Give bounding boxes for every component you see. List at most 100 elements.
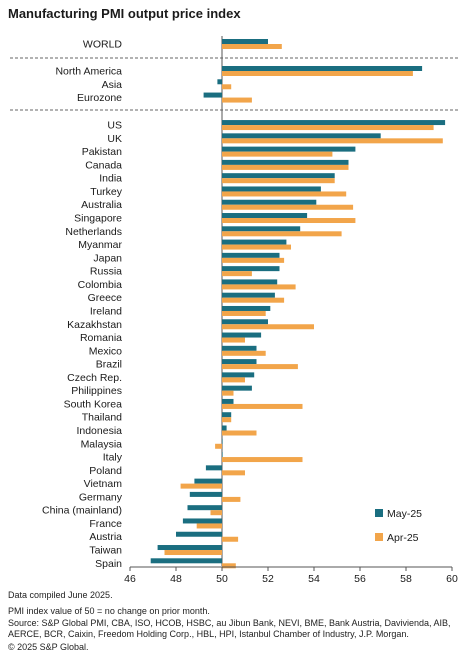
legend-swatch-0	[375, 509, 383, 517]
bar-apr-21	[222, 350, 266, 356]
category-label-37: Spain	[95, 558, 122, 570]
bar-may-22	[222, 359, 257, 365]
bar-apr-13	[222, 244, 291, 250]
category-label-22: Brazil	[96, 359, 122, 371]
bar-may-20	[222, 332, 262, 338]
bar-apr-33	[210, 510, 222, 516]
category-label-28: Malaysia	[81, 438, 123, 450]
bar-apr-9	[222, 191, 347, 197]
category-label-17: Greece	[88, 292, 123, 304]
category-label-29: Italy	[103, 452, 123, 464]
bar-apr-14	[222, 257, 285, 263]
footer-compiled: Data compiled June 2025.	[8, 590, 113, 600]
bar-apr-7	[222, 164, 349, 170]
category-label-15: Russia	[90, 266, 122, 278]
legend-swatch-1	[375, 533, 383, 541]
x-tick-label-3: 52	[262, 573, 274, 585]
bar-apr-1	[222, 71, 413, 76]
category-label-21: Mexico	[89, 345, 122, 357]
bar-may-12	[222, 226, 301, 232]
bar-may-2	[217, 79, 222, 85]
bar-may-34	[182, 518, 222, 524]
category-label-26: Thailand	[82, 412, 122, 424]
category-label-24: Philippines	[71, 385, 122, 397]
x-tick-label-6: 58	[400, 573, 412, 585]
bar-may-25	[222, 398, 234, 404]
bar-may-30	[205, 465, 222, 471]
bar-may-36	[157, 545, 222, 551]
bar-apr-11	[222, 218, 356, 224]
x-tick-label-4: 54	[308, 573, 320, 585]
bar-apr-20	[222, 337, 245, 343]
x-tick-label-1: 48	[170, 573, 182, 585]
category-label-20: Romania	[80, 332, 122, 344]
bar-may-0	[222, 39, 268, 44]
bar-may-33	[187, 505, 222, 511]
bar-may-10	[222, 199, 317, 205]
bar-apr-22	[222, 364, 298, 370]
category-label-25: South Korea	[64, 398, 123, 410]
x-tick-label-7: 60	[446, 573, 458, 585]
footer-copyright: © 2025 S&P Global.	[8, 642, 89, 652]
footer-source: Source: S&P Global PMI, CBA, ISO, HCOB, …	[8, 618, 451, 639]
category-label-4: US	[107, 120, 122, 132]
bar-may-32	[189, 491, 222, 497]
category-label-2: Asia	[102, 79, 123, 91]
bar-apr-26	[222, 417, 232, 423]
bar-may-17	[222, 292, 275, 298]
bar-may-4	[222, 120, 446, 126]
bar-may-1	[222, 66, 423, 71]
bar-apr-16	[222, 284, 296, 290]
bar-apr-5	[222, 138, 443, 144]
bar-may-8	[222, 173, 335, 179]
category-label-23: Czech Rep.	[67, 372, 122, 384]
bar-may-24	[222, 385, 252, 391]
category-label-7: Canada	[85, 159, 122, 171]
bar-apr-8	[222, 178, 335, 184]
category-label-19: Kazakhstan	[67, 319, 122, 331]
bar-apr-24	[222, 390, 234, 396]
category-label-8: India	[99, 173, 122, 185]
bar-apr-12	[222, 231, 342, 237]
bar-apr-3	[222, 97, 252, 103]
chart-title: Manufacturing PMI output price index	[8, 6, 241, 21]
x-tick-label-5: 56	[354, 573, 366, 585]
bar-apr-30	[222, 470, 245, 476]
category-label-33: China (mainland)	[42, 505, 122, 517]
bar-apr-34	[196, 523, 222, 529]
bar-apr-31	[180, 483, 222, 489]
bar-apr-27	[222, 430, 257, 436]
bar-may-19	[222, 319, 268, 325]
bar-may-6	[222, 146, 356, 152]
bar-apr-37	[222, 563, 236, 569]
footer-note: PMI index value of 50 = no change on pri…	[8, 606, 210, 616]
category-label-10: Australia	[81, 199, 122, 211]
category-label-27: Indonesia	[76, 425, 122, 437]
category-label-11: Singapore	[74, 213, 122, 225]
bar-may-11	[222, 213, 308, 219]
category-label-12: Netherlands	[65, 226, 122, 238]
bar-may-28	[222, 438, 223, 444]
x-tick-label-2: 50	[216, 573, 228, 585]
bar-may-5	[222, 133, 381, 139]
bar-may-29	[222, 452, 223, 458]
bar-apr-29	[222, 457, 303, 463]
legend-label-0: May-25	[387, 508, 422, 520]
bar-may-37	[150, 558, 222, 564]
category-label-14: Japan	[93, 252, 122, 264]
bar-apr-32	[222, 496, 241, 502]
bar-apr-23	[222, 377, 245, 383]
bar-apr-17	[222, 297, 285, 303]
bar-apr-35	[222, 536, 239, 542]
bar-apr-2	[222, 84, 232, 90]
bar-may-26	[222, 412, 232, 418]
bar-apr-15	[222, 271, 252, 277]
category-label-36: Taiwan	[89, 545, 122, 557]
category-label-13: Myanmar	[78, 239, 122, 251]
category-label-6: Pakistan	[82, 146, 122, 158]
category-label-0: WORLD	[83, 39, 123, 51]
bar-may-9	[222, 186, 321, 192]
category-label-9: Turkey	[90, 186, 122, 198]
category-label-32: Germany	[79, 491, 123, 503]
